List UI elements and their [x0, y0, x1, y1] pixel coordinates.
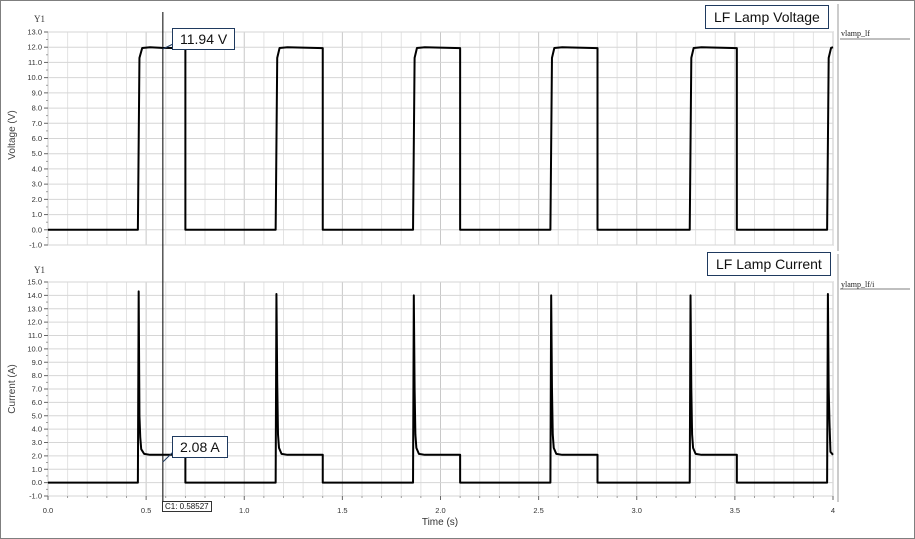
voltage-ytick-label: 4.0 [32, 164, 42, 173]
voltage-axis-tag: Y1 [34, 14, 45, 24]
xtick-label: 2.0 [435, 506, 445, 515]
current-ytick-label: 8.0 [32, 371, 42, 380]
voltage-ytick-label: 11.0 [28, 58, 42, 67]
voltage-callout-leader [162, 43, 174, 50]
current-ytick-label: 12.0 [27, 318, 42, 327]
current-ytick-label: 7.0 [32, 385, 42, 394]
xtick-label: 4 [831, 506, 835, 515]
xtick-label: 3.0 [632, 506, 642, 515]
current-ytick-label: 14.0 [27, 291, 42, 300]
current-ytick-label: 3.0 [32, 438, 42, 447]
xtick-label: 0.5 [141, 506, 151, 515]
voltage-chart-title: LF Lamp Voltage [705, 5, 829, 29]
voltage-ytick-label: 10.0 [27, 73, 42, 82]
xtick-label: 1.0 [239, 506, 249, 515]
current-ytick-label: 2.0 [32, 451, 42, 460]
current-series-line [48, 290, 834, 484]
voltage-ytick-label: 13.0 [27, 28, 42, 37]
current-ytick-label: 13.0 [27, 304, 42, 313]
time-axis-label: Time (s) [422, 517, 458, 528]
xtick-label: 2.5 [533, 506, 543, 515]
voltage-plot-grid: -1.0 0.0 1.0 2.0 3.0 4.0 5.0 6.0 7.0 8.0 9.0 10.0 11… [27, 4, 910, 251]
voltage-ytick-label: 8.0 [32, 104, 42, 113]
voltage-axis-label: Voltage (V) [7, 110, 18, 159]
voltage-ytick-label: 5.0 [32, 149, 42, 158]
voltage-ytick-label: 9.0 [32, 88, 42, 97]
current-callout-leader [162, 451, 174, 463]
current-ytick-label: 9.0 [32, 358, 42, 367]
current-axis-label: Current (A) [7, 364, 18, 413]
voltage-ytick-label: 2.0 [32, 195, 42, 204]
xtick-label: 3.5 [730, 506, 740, 515]
voltage-ytick-label: 12.0 [27, 43, 42, 52]
current-ytick-label: 0.0 [32, 478, 42, 487]
xtick-label: 1.5 [337, 506, 347, 515]
current-ytick-label: 11.0 [28, 331, 42, 340]
voltage-legend-entry: vlamp_lf [841, 29, 870, 38]
voltage-ytick-label: 0.0 [32, 225, 42, 234]
voltage-ytick-label: 1.0 [32, 210, 42, 219]
current-cursor-readout: 2.08 A [172, 436, 228, 458]
current-chart-title: LF Lamp Current [707, 252, 831, 276]
current-ytick-label: 15.0 [27, 278, 42, 287]
voltage-ytick-label: 3.0 [32, 180, 42, 189]
current-ytick-label: 5.0 [32, 411, 42, 420]
current-plot-grid: -1.0 0.0 1.0 2.0 3.0 4.0 5.0 6.0 7.0 8.0 9.0 10.0 11… [27, 254, 910, 502]
voltage-ytick-label: 6.0 [32, 134, 42, 143]
current-ytick-label: 4.0 [32, 425, 42, 434]
cursor-position-label[interactable]: C1: 0.58527 [162, 501, 212, 512]
current-ytick-label: 10.0 [27, 344, 42, 353]
current-ytick-label: -1.0 [29, 492, 42, 501]
current-legend-entry: ylamp_lf/i [841, 280, 875, 289]
current-ytick-label: 1.0 [32, 465, 42, 474]
chart-marks: 0.0 0.5 1.0 1.5 2.0 2.5 3.0 3.5 4 [43, 12, 835, 515]
current-axis-tag: Y1 [34, 265, 45, 275]
voltage-cursor-readout: 11.94 V [172, 28, 236, 50]
voltage-ytick-label: 7.0 [32, 119, 42, 128]
xtick-label: 0.0 [43, 506, 53, 515]
voltage-ytick-label: -1.0 [29, 241, 42, 250]
current-ytick-label: 6.0 [32, 398, 42, 407]
